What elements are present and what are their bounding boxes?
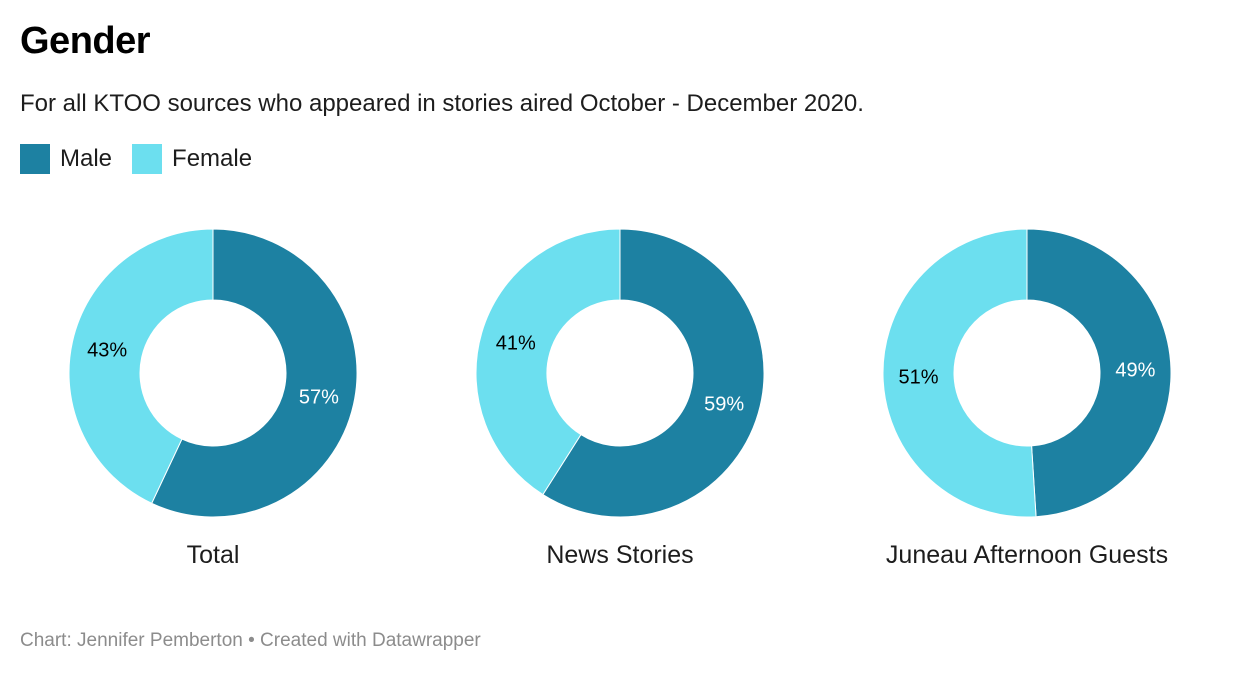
legend: Male Female <box>20 144 272 174</box>
chart-title: Gender <box>20 20 151 62</box>
donut-labels-juneau-afternoon-guests: 49% 51% <box>899 360 1156 389</box>
legend-swatch-male <box>20 144 50 174</box>
donut-slice-female-total <box>68 228 214 504</box>
donut-slice-female-juneau-afternoon-guests <box>882 228 1037 518</box>
donut-slices-news-stories <box>475 228 765 518</box>
donut-slice-female-news-stories <box>475 228 621 496</box>
legend-label-female: Female <box>172 145 253 172</box>
slice-label-male-total: 57% <box>299 387 339 409</box>
donut-slices-total <box>68 228 358 518</box>
panel-title-total: Total <box>187 541 240 569</box>
slice-label-male-news-stories: 59% <box>704 393 744 415</box>
panel-title-news-stories: News Stories <box>546 541 693 569</box>
donut-panel-juneau-afternoon-guests: 49% 51% Juneau Afternoon Guests <box>882 228 1172 569</box>
donut-labels-news-stories: 59% 41% <box>496 333 745 416</box>
panel-title-juneau-afternoon-guests: Juneau Afternoon Guests <box>886 541 1168 569</box>
slice-label-female-juneau-afternoon-guests: 51% <box>899 366 939 388</box>
chart-credit: Chart: Jennifer Pemberton • Created with… <box>20 630 481 651</box>
donut-labels-total: 57% 43% <box>87 339 339 408</box>
legend-swatch-female <box>132 144 163 174</box>
slice-label-female-total: 43% <box>87 339 127 361</box>
slice-label-female-news-stories: 41% <box>496 333 536 355</box>
legend-item-male: Male <box>20 144 112 174</box>
donut-panel-news-stories: 59% 41% News Stories <box>475 228 765 569</box>
legend-label-male: Male <box>60 145 113 172</box>
donut-slice-male-juneau-afternoon-guests <box>1026 228 1172 518</box>
donut-slice-male-total <box>151 228 358 518</box>
donut-panel-total: 57% 43% Total <box>68 228 358 569</box>
legend-item-female: Female <box>132 144 252 174</box>
donut-slice-male-news-stories <box>542 228 765 518</box>
slice-label-male-juneau-afternoon-guests: 49% <box>1115 360 1155 382</box>
chart-subtitle: For all KTOO sources who appeared in sto… <box>20 90 864 117</box>
donut-slices-juneau-afternoon-guests <box>882 228 1172 518</box>
